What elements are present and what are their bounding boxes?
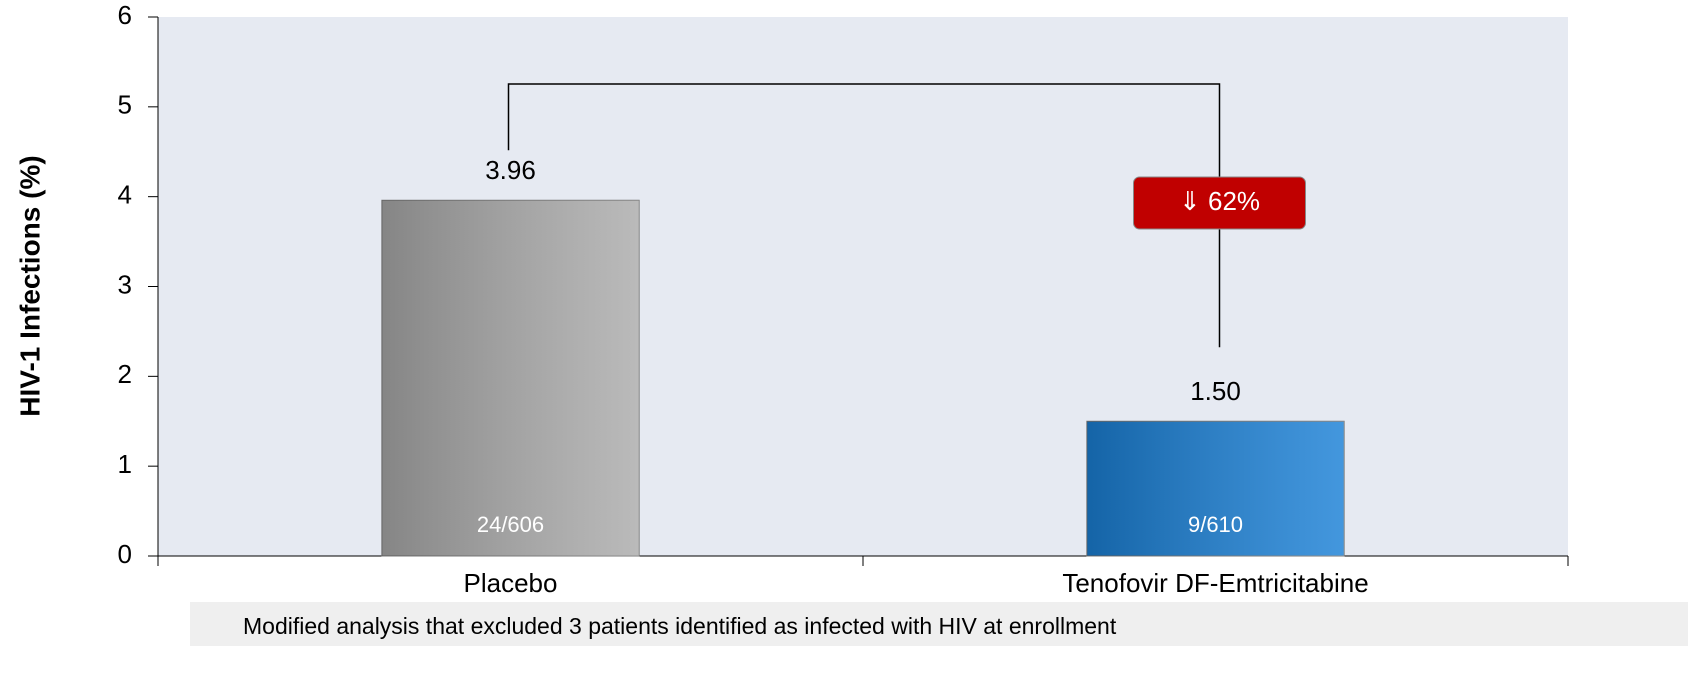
plot-area bbox=[158, 17, 1568, 556]
y-tick-label: 2 bbox=[118, 359, 132, 389]
annotation-box bbox=[1133, 176, 1306, 230]
bar-shading bbox=[381, 200, 640, 556]
value-label: 3.96 bbox=[485, 155, 536, 185]
note-background bbox=[190, 602, 1688, 646]
annotation: ⇓ 62% bbox=[1179, 186, 1260, 216]
y-tick-label: 3 bbox=[118, 269, 132, 299]
y-axis-label: HIV-1 Infections (%) bbox=[14, 155, 45, 416]
bar-label: 24/606 bbox=[477, 512, 544, 537]
y-tick-label: 0 bbox=[118, 539, 132, 569]
y-tick-label: 4 bbox=[118, 180, 132, 210]
note: Modified analysis that excluded 3 patien… bbox=[243, 613, 1117, 639]
y-tick-label: 5 bbox=[118, 90, 132, 120]
bar-label: 9/610 bbox=[1188, 512, 1243, 537]
bar-shading bbox=[1086, 421, 1345, 556]
y-tick-label: 6 bbox=[118, 0, 132, 30]
x-tick-label: Placebo bbox=[464, 568, 558, 598]
y-tick-label: 1 bbox=[118, 449, 132, 479]
x-tick-label: Tenofovir DF-Emtricitabine bbox=[1062, 568, 1368, 598]
value-label: 1.50 bbox=[1190, 376, 1241, 406]
